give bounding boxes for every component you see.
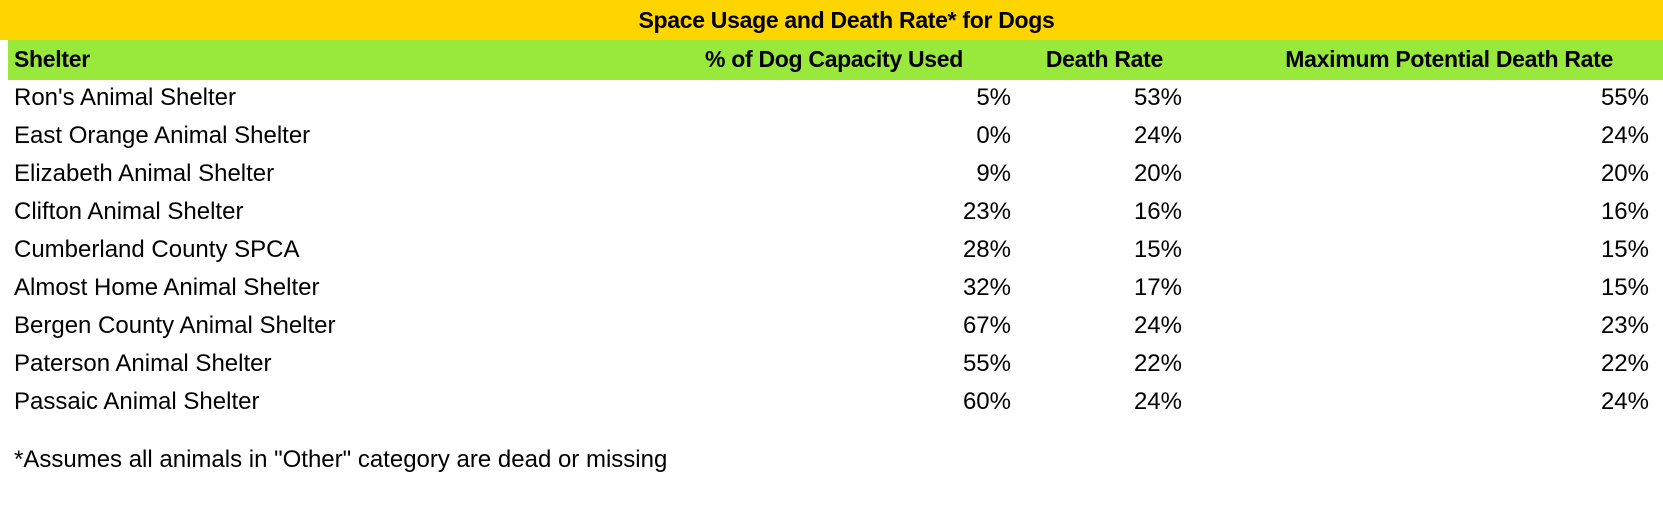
death-rate-value: 17% [1133,274,1182,301]
header-row: Shelter % of Dog Capacity Used Death Rat… [8,40,1663,80]
max-death-rate-value: 20% [1600,160,1649,187]
footnote: *Assumes all animals in "Other" category… [14,446,668,473]
max-death-rate-value: 22% [1600,350,1649,377]
header-death-rate: Death Rate [1045,46,1163,72]
table-row: Ron's Animal Shelter 5% 53% 55% [8,80,1663,120]
table-row: Paterson Animal Shelter 55% 22% 22% [8,346,1663,386]
table-row: Passaic Animal Shelter 60% 24% 24% [8,384,1663,424]
table-title: Space Usage and Death Rate* for Dogs [638,6,1055,33]
death-rate-value: 24% [1133,122,1182,149]
shelter-name: Almost Home Animal Shelter [14,274,320,301]
death-rate-value: 22% [1133,350,1182,377]
max-death-rate-value: 55% [1600,84,1649,111]
capacity-value: 28% [962,236,1011,263]
header-capacity: % of Dog Capacity Used [705,46,963,72]
table-row: Bergen County Animal Shelter 67% 24% 23% [8,308,1663,348]
max-death-rate-value: 15% [1600,274,1649,301]
shelter-name: East Orange Animal Shelter [14,122,311,149]
capacity-value: 0% [976,122,1011,149]
shelter-name: Paterson Animal Shelter [14,350,272,377]
shelter-name: Clifton Animal Shelter [14,198,244,225]
capacity-value: 9% [976,160,1011,187]
header-max-death-rate: Maximum Potential Death Rate [1285,46,1613,72]
capacity-value: 55% [962,350,1011,377]
table-row: Cumberland County SPCA 28% 15% 15% [8,232,1663,272]
death-rate-value: 15% [1133,236,1182,263]
table-row: Elizabeth Animal Shelter 9% 20% 20% [8,156,1663,196]
capacity-value: 32% [962,274,1011,301]
header-shelter: Shelter [14,46,90,72]
death-rate-value: 20% [1133,160,1182,187]
death-rate-value: 53% [1133,84,1182,111]
table-title-bar: Space Usage and Death Rate* for Dogs [0,0,1663,40]
max-death-rate-value: 16% [1600,198,1649,225]
shelter-name: Ron's Animal Shelter [14,84,237,111]
table-row: Clifton Animal Shelter 23% 16% 16% [8,194,1663,234]
capacity-value: 23% [962,198,1011,225]
death-rate-value: 24% [1133,312,1182,339]
table-row: East Orange Animal Shelter 0% 24% 24% [8,118,1663,158]
max-death-rate-value: 23% [1600,312,1649,339]
capacity-value: 5% [976,84,1011,111]
table-row: Almost Home Animal Shelter 32% 17% 15% [8,270,1663,310]
max-death-rate-value: 15% [1600,236,1649,263]
death-rate-value: 24% [1133,388,1182,415]
max-death-rate-value: 24% [1600,122,1649,149]
capacity-value: 60% [962,388,1011,415]
shelter-name: Bergen County Animal Shelter [14,312,336,339]
shelter-name: Passaic Animal Shelter [14,388,260,415]
max-death-rate-value: 24% [1600,388,1649,415]
capacity-value: 67% [962,312,1011,339]
shelter-name: Cumberland County SPCA [14,236,300,263]
death-rate-value: 16% [1133,198,1182,225]
shelter-name: Elizabeth Animal Shelter [14,160,275,187]
